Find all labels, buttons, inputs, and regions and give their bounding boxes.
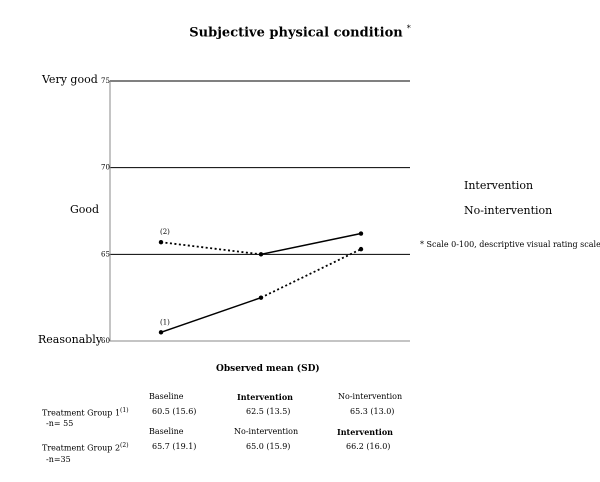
g1-header-no-intervention: No-intervention [338, 392, 403, 401]
g1-header-baseline: Baseline [149, 392, 184, 401]
series-lines: (1) (2) [158, 228, 364, 335]
g2-header-intervention: Intervention [337, 427, 393, 437]
series-1-point-2 [258, 295, 264, 300]
chart-title: Subjective physical condition * [189, 24, 411, 41]
g2-value-intervention: 66.2 (16.0) [346, 442, 391, 451]
g2-sup: (2) [120, 442, 129, 449]
title-footnote-mark: * [406, 24, 411, 33]
legend-intervention: Intervention [464, 179, 534, 192]
y-tick-label: 60 [101, 337, 110, 345]
series-2-segment-1 [160, 241, 262, 256]
g1-value-no-intervention: 65.3 (13.0) [350, 407, 395, 416]
g1-n: -n= 55 [46, 419, 74, 428]
g2-value-baseline: 65.7 (19.1) [152, 442, 197, 451]
series-2-segment-2 [260, 232, 362, 256]
g1-value-intervention: 62.5 (13.5) [246, 407, 291, 416]
y-tick-label: 70 [101, 164, 110, 172]
series-2-point-1 [158, 240, 164, 245]
series-1-segment-1 [160, 296, 262, 334]
g2-header-baseline: Baseline [149, 427, 184, 436]
scale-footnote: * Scale 0-100, descriptive visual rating… [420, 240, 600, 249]
y-category-label-good: Good [70, 203, 100, 216]
series-1-point-3 [358, 246, 364, 252]
y-tick-labels: 60 65 70 75 [101, 77, 110, 345]
series-2-marker-label: (2) [160, 228, 170, 236]
g2-value-no-intervention: 65.0 (15.9) [246, 442, 291, 451]
g2-n: -n=35 [46, 455, 71, 464]
y-category-label-reasonably: Reasonably [38, 333, 103, 346]
g1-header-intervention: Intervention [237, 392, 293, 402]
series-1-marker-label: (1) [160, 318, 170, 326]
grid-lines [110, 80, 410, 255]
series-1-point-1 [158, 330, 164, 335]
g2-header-no-intervention: No-intervention [234, 427, 299, 436]
g1-value-baseline: 60.5 (15.6) [152, 407, 197, 416]
series-2-point-3 [358, 231, 364, 236]
g1-sup: (1) [120, 407, 129, 414]
series-1-segment-2 [260, 248, 362, 299]
y-tick-label: 75 [101, 77, 110, 85]
g1-label: Treatment Group 1(1) [42, 407, 129, 418]
y-tick-label: 65 [101, 250, 110, 258]
y-category-label-very-good: Very good [42, 73, 98, 86]
x-axis-label: Observed mean (SD) [216, 364, 320, 374]
legend-no-intervention: No-intervention [464, 204, 553, 217]
g2-label: Treatment Group 2(2) [42, 442, 129, 453]
series-2-point-2 [258, 252, 264, 257]
